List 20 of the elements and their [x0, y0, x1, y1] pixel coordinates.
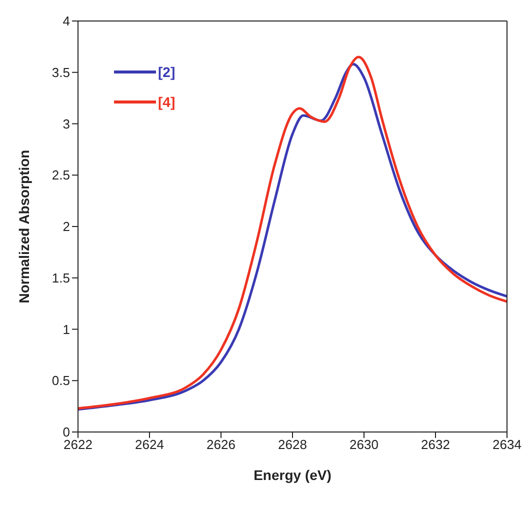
y-tick-label: 1.5 [52, 270, 70, 286]
y-tick-label: 4 [62, 14, 70, 29]
x-tick-label: 2630 [350, 437, 378, 452]
y-tick-label: 2 [62, 219, 70, 234]
y-tick-label: 1 [62, 322, 70, 337]
x-tick-label: 2624 [135, 437, 164, 452]
x-tick-label: 2622 [64, 437, 92, 452]
y-tick-label: 2.5 [52, 168, 70, 183]
x-tick-label: 2632 [421, 437, 450, 452]
x-tick-label: 2628 [278, 437, 307, 452]
y-tick-label: 0 [62, 424, 70, 440]
x-axis-title: Energy (eV) [254, 467, 332, 483]
legend-label: [4] [158, 94, 176, 110]
x-tick-label: 2634 [492, 437, 522, 452]
y-tick-label: 0.5 [52, 373, 70, 388]
y-tick-label: 3.5 [52, 64, 70, 80]
y-tick-label: 3 [62, 116, 70, 132]
x-tick-label: 2626 [206, 437, 236, 452]
legend-label: [2] [158, 64, 176, 80]
y-axis-title: Normalized Absorption [16, 150, 32, 304]
